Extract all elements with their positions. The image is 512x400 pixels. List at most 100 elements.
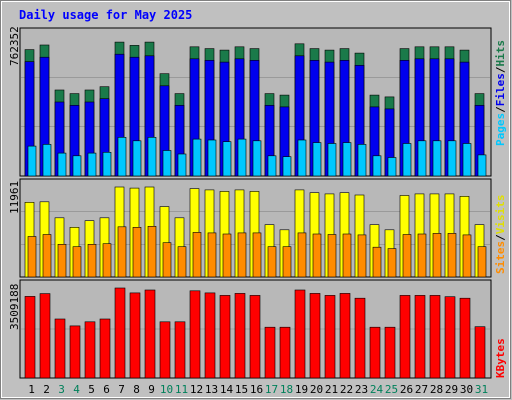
bar-sites-day-21 [327, 234, 337, 278]
day-label-10: 10 [160, 383, 173, 396]
bar-kbytes-day-21 [324, 295, 336, 379]
bar-pages-day-20 [312, 142, 322, 177]
bar-sites-day-10 [162, 242, 172, 278]
bar-pages-day-8 [132, 140, 142, 177]
day-label-13: 13 [205, 383, 218, 396]
bar-kbytes-day-28 [429, 295, 441, 379]
bar-kbytes-day-23 [354, 297, 366, 379]
bar-sites-day-3 [57, 244, 67, 278]
middle-legend: Sites/Visits [494, 195, 507, 275]
legend-pages: Pages [494, 113, 507, 146]
day-label-20: 20 [310, 383, 323, 396]
bar-kbytes-day-11 [174, 321, 186, 379]
day-label-12: 12 [190, 383, 203, 396]
day-label-16: 16 [250, 383, 263, 396]
bottom-legend: KBytes [494, 338, 507, 378]
bar-sites-day-18 [282, 246, 292, 278]
bar-kbytes-day-7 [114, 287, 126, 379]
bar-sites-day-26 [402, 234, 412, 278]
bar-sites-day-22 [342, 233, 352, 278]
bar-pages-day-27 [417, 140, 427, 177]
bar-pages-day-18 [282, 156, 292, 177]
day-label-18: 18 [280, 383, 293, 396]
day-label-9: 9 [148, 383, 155, 396]
bar-pages-day-31 [477, 154, 487, 177]
bar-kbytes-day-15 [234, 293, 246, 379]
day-label-28: 28 [430, 383, 443, 396]
day-label-2: 2 [43, 383, 50, 396]
bar-kbytes-day-14 [219, 295, 231, 379]
day-label-15: 15 [235, 383, 248, 396]
bar-pages-day-10 [162, 150, 172, 177]
bar-pages-day-16 [252, 140, 262, 177]
legend-kbytes: KBytes [494, 338, 507, 378]
bar-pages-day-2 [42, 144, 52, 177]
bar-kbytes-day-2 [39, 293, 51, 379]
bar-sites-day-13 [207, 232, 217, 278]
bar-sites-day-6 [102, 243, 112, 278]
day-label-19: 19 [295, 383, 308, 396]
bar-sites-day-14 [222, 233, 232, 278]
bar-kbytes-day-19 [294, 289, 306, 379]
day-label-1: 1 [28, 383, 35, 396]
bar-pages-day-30 [462, 143, 472, 177]
bar-kbytes-day-27 [414, 295, 426, 379]
bar-sites-day-19 [297, 232, 307, 278]
bar-kbytes-day-30 [459, 297, 471, 379]
bar-sites-day-11 [177, 246, 187, 278]
bar-kbytes-day-18 [279, 326, 291, 379]
day-label-29: 29 [445, 383, 458, 396]
bar-kbytes-day-26 [399, 295, 411, 379]
bar-sites-day-16 [252, 232, 262, 278]
bar-sites-day-23 [357, 234, 367, 278]
bar-kbytes-day-13 [204, 292, 216, 379]
bar-kbytes-day-29 [444, 296, 456, 379]
bar-kbytes-day-8 [129, 292, 141, 379]
day-label-8: 8 [133, 383, 140, 396]
day-label-5: 5 [88, 383, 95, 396]
bar-pages-day-22 [342, 142, 352, 177]
legend-hits: Hits [494, 40, 507, 67]
bar-sites-day-29 [447, 233, 457, 278]
chart-title: Daily usage for May 2025 [19, 8, 192, 22]
middle-max-label: 11961 [8, 181, 21, 214]
bar-pages-day-7 [117, 137, 127, 177]
bar-sites-day-12 [192, 232, 202, 278]
bar-sites-day-15 [237, 232, 247, 278]
bar-pages-day-9 [147, 137, 157, 177]
legend-files: Files [494, 73, 507, 106]
day-label-17: 17 [265, 383, 278, 396]
bar-pages-day-14 [222, 141, 232, 177]
bar-kbytes-day-16 [249, 295, 261, 379]
bar-pages-day-17 [267, 155, 277, 177]
bar-sites-day-27 [417, 233, 427, 278]
bar-kbytes-day-17 [264, 326, 276, 379]
bar-sites-day-20 [312, 233, 322, 278]
bar-pages-day-6 [102, 152, 112, 177]
bar-pages-day-11 [177, 153, 187, 177]
bar-pages-day-29 [447, 140, 457, 177]
bar-kbytes-day-10 [159, 321, 171, 379]
legend-sep-2: / [494, 66, 507, 73]
bar-kbytes-day-24 [369, 326, 381, 379]
day-label-14: 14 [220, 383, 234, 396]
bottom-max-label: 3509188 [8, 284, 21, 330]
bar-kbytes-day-12 [189, 290, 201, 379]
day-label-7: 7 [118, 383, 125, 396]
legend-sep-1: / [494, 106, 507, 113]
bar-kbytes-day-25 [384, 326, 396, 379]
bar-sites-day-8 [132, 227, 142, 278]
bar-sites-day-9 [147, 226, 157, 278]
bar-kbytes-day-9 [144, 289, 156, 379]
day-label-4: 4 [73, 383, 80, 396]
legend-sep-3: / [494, 234, 507, 241]
bar-kbytes-day-5 [84, 321, 96, 379]
bar-sites-day-24 [372, 246, 382, 278]
day-labels: 1 2 3 4 5 6 7 8 9 10 11 12 13 14 15 16 17 18 19 20 21 22 23 24 2… [28, 383, 488, 396]
bar-pages-day-13 [207, 139, 217, 177]
legend-sites: Sites [494, 241, 507, 274]
bar-kbytes-day-22 [339, 293, 351, 379]
bar-pages-day-5 [87, 152, 97, 177]
bar-pages-day-4 [72, 155, 82, 177]
